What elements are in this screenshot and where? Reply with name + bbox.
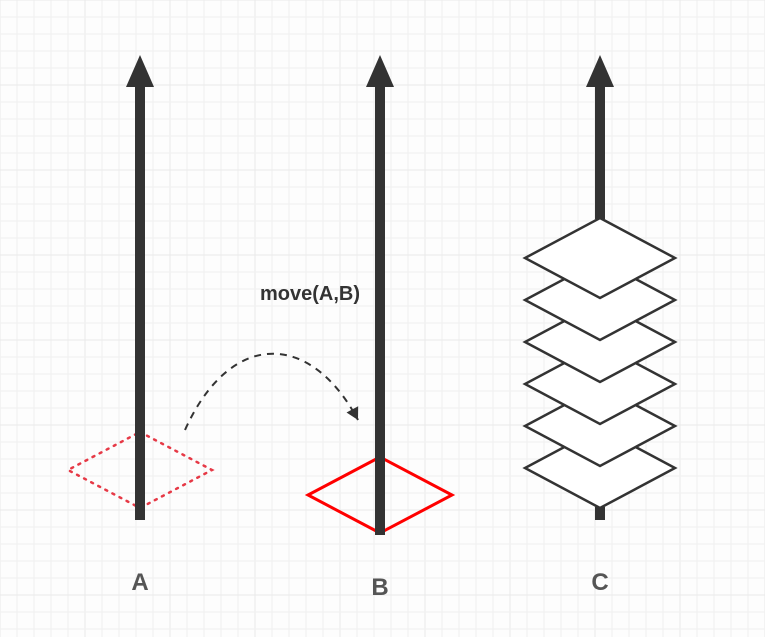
diagram-canvas: A B Cmove(A,B) [0, 0, 765, 637]
label-b: B [371, 574, 388, 601]
move-label: move(A,B) [260, 283, 360, 305]
label-c: C [591, 569, 608, 596]
label-a: A [131, 569, 148, 596]
